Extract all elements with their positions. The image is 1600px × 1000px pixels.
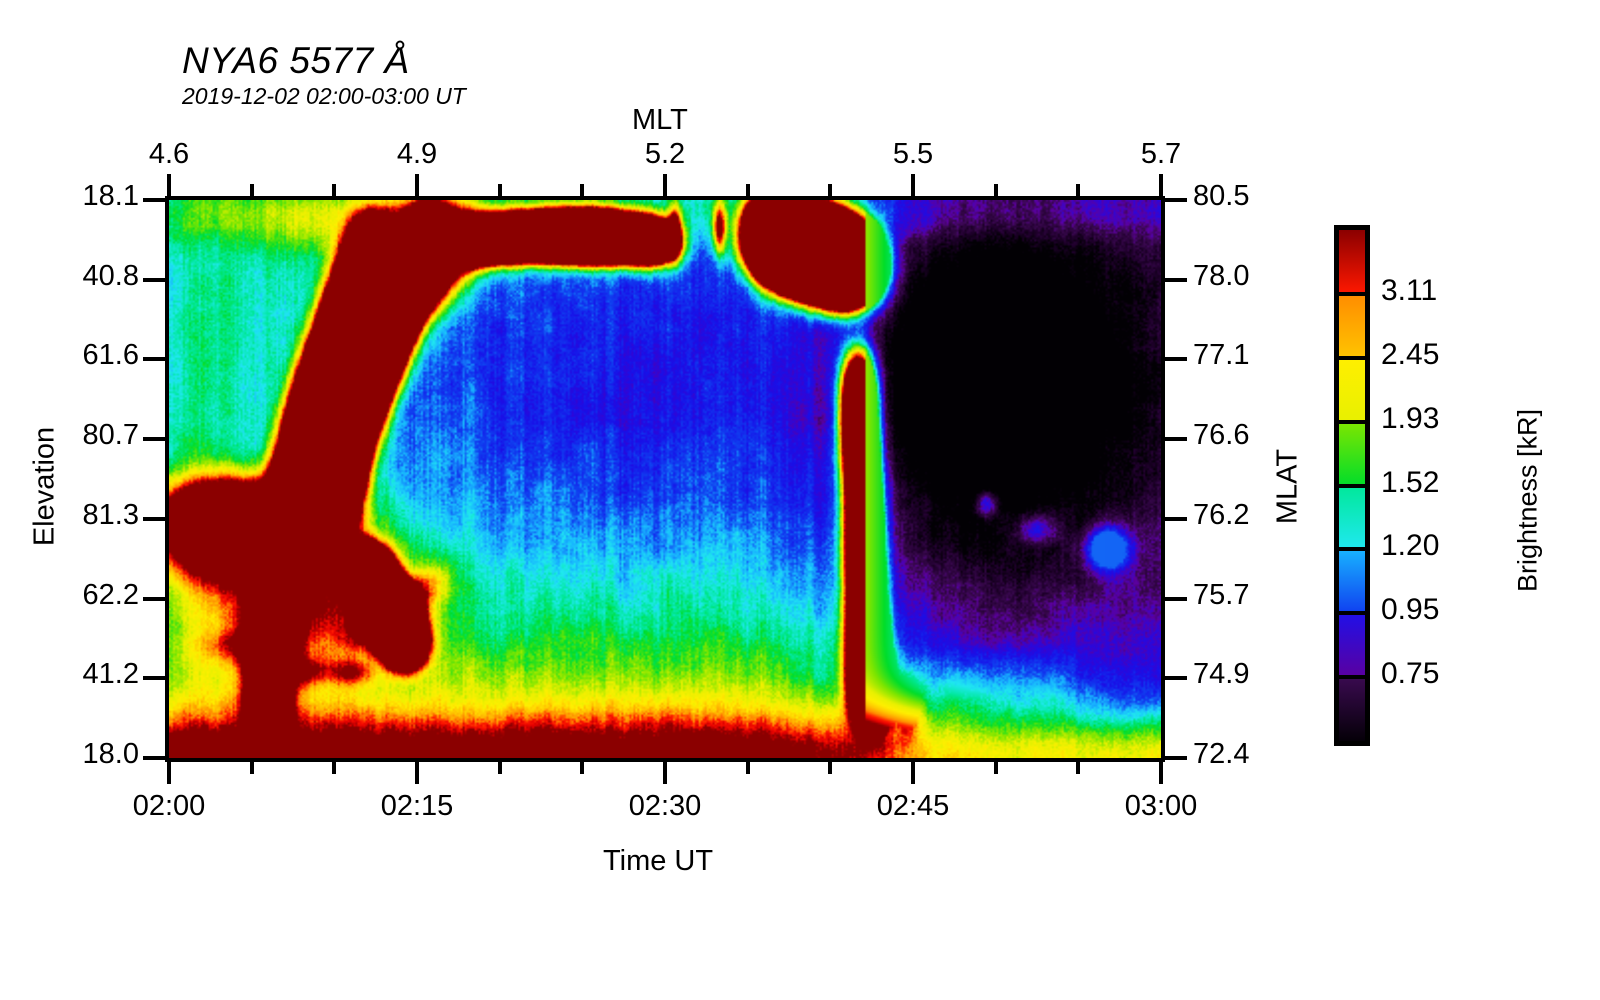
tick-bottom-1 (415, 762, 419, 784)
colorbar-ticklabel-4: 1.20 (1381, 529, 1440, 563)
colorbar-segment-5 (1339, 549, 1365, 614)
tick-right-6 (1165, 676, 1187, 681)
mlt-axis-title: MLT (632, 104, 688, 136)
tick-right-3 (1165, 437, 1187, 442)
colorbar-separator-2 (1339, 355, 1365, 360)
keogram-plot-area (165, 196, 1165, 762)
colorbar-segment-0 (1339, 230, 1365, 294)
tick-top-1 (415, 174, 419, 196)
tick-bottom-minor-2 (497, 762, 502, 774)
tick-right-5 (1165, 596, 1187, 601)
colorbar-ticklabel-2: 1.93 (1381, 401, 1440, 435)
tick-bottom-4 (1159, 762, 1163, 784)
tick-bottom-minor-0 (249, 762, 254, 774)
colorbar-ticklabel-6: 0.75 (1381, 657, 1440, 691)
colorbar-segment-4 (1339, 485, 1365, 550)
time-axis-title: Time UT (603, 845, 714, 877)
tick-bottom-minor-4 (745, 762, 750, 774)
tick-top-2 (663, 174, 667, 196)
ticklabel-time-0: 02:00 (132, 790, 206, 822)
ticklabel-elevation-7: 18.0 (82, 738, 139, 770)
tick-right-4 (1165, 516, 1187, 521)
tick-bottom-0 (167, 762, 171, 784)
colorbar-ticklabel-3: 1.52 (1381, 465, 1440, 499)
ticklabel-mlt-4: 5.7 (1140, 138, 1182, 170)
tick-left-6 (143, 676, 165, 681)
ticklabel-elevation-6: 41.2 (82, 658, 139, 691)
tick-top-4 (1159, 174, 1163, 196)
ticklabel-mlat-7: 72.4 (1193, 738, 1250, 770)
ticklabel-time-4: 03:00 (1124, 790, 1198, 822)
colorbar-ticklabel-5: 0.95 (1381, 593, 1440, 627)
ticklabel-elevation-0: 18.1 (82, 180, 139, 212)
tick-top-minor-0 (249, 184, 254, 196)
tick-bottom-3 (911, 762, 915, 784)
ticklabel-time-2: 02:30 (628, 790, 702, 822)
colorbar-ticklabel-0: 3.11 (1381, 273, 1438, 307)
ticklabel-mlat-3: 76.6 (1193, 419, 1250, 452)
tick-right-1 (1165, 277, 1187, 282)
ticklabel-elevation-1: 40.8 (82, 259, 139, 292)
colorbar-separator-4 (1339, 483, 1365, 488)
tick-right-7 (1165, 756, 1187, 760)
ticklabel-mlat-2: 77.1 (1193, 339, 1250, 372)
colorbar-segment-2 (1339, 357, 1365, 422)
tick-top-minor-7 (1076, 184, 1081, 196)
tick-bottom-minor-3 (580, 762, 585, 774)
title-block: NYA6 5577 Å 2019-12-02 02:00-03:00 UT (182, 42, 466, 108)
page-title: NYA6 5577 Å (182, 40, 410, 81)
tick-bottom-2 (663, 762, 667, 784)
colorbar-segment-7 (1339, 677, 1365, 741)
ticklabel-mlat-5: 75.7 (1193, 578, 1250, 611)
ticklabel-mlt-1: 4.9 (396, 138, 438, 170)
tick-left-3 (143, 437, 165, 442)
keogram-image (169, 200, 1161, 758)
tick-top-minor-4 (745, 184, 750, 196)
tick-bottom-minor-5 (828, 762, 833, 774)
colorbar-segment-3 (1339, 421, 1365, 486)
ticklabel-mlt-2: 5.2 (644, 138, 686, 170)
tick-top-minor-5 (828, 184, 833, 196)
ticklabel-mlat-0: 80.5 (1193, 180, 1250, 212)
colorbar-separator-5 (1339, 547, 1365, 552)
tick-right-2 (1165, 357, 1187, 362)
tick-right-0 (1165, 198, 1187, 202)
colorbar-segment-1 (1339, 293, 1365, 358)
ticklabel-mlat-6: 74.9 (1193, 658, 1250, 691)
colorbar-ticklabel-1: 2.45 (1381, 337, 1440, 371)
tick-left-2 (143, 357, 165, 362)
tick-top-minor-6 (993, 184, 998, 196)
colorbar-separator-7 (1339, 675, 1365, 680)
colorbar (1334, 225, 1370, 746)
tick-left-1 (143, 277, 165, 282)
tick-bottom-minor-1 (332, 762, 337, 774)
colorbar-axis-title: Brightness [kR] (1512, 408, 1543, 593)
ticklabel-elevation-5: 62.2 (82, 578, 139, 611)
tick-bottom-minor-7 (1076, 762, 1081, 774)
tick-top-minor-2 (497, 184, 502, 196)
ticklabel-elevation-3: 80.7 (82, 419, 139, 452)
ticklabel-mlat-4: 76.2 (1193, 498, 1250, 531)
ticklabel-mlat-1: 78.0 (1193, 259, 1250, 292)
tick-left-7 (143, 756, 165, 760)
tick-top-0 (167, 174, 171, 196)
ticklabel-time-3: 02:45 (876, 790, 950, 822)
tick-top-minor-3 (580, 184, 585, 196)
tick-bottom-minor-6 (993, 762, 998, 774)
page-subtitle: 2019-12-02 02:00-03:00 UT (182, 83, 466, 109)
ticklabel-elevation-2: 61.6 (82, 339, 139, 372)
ticklabel-time-1: 02:15 (380, 790, 454, 822)
colorbar-segment-6 (1339, 613, 1365, 678)
colorbar-separator-1 (1339, 291, 1365, 296)
ticklabel-mlt-3: 5.5 (892, 138, 934, 170)
tick-top-3 (911, 174, 915, 196)
tick-left-5 (143, 596, 165, 601)
tick-top-minor-1 (332, 184, 337, 196)
ticklabel-mlt-0: 4.6 (148, 138, 190, 170)
tick-left-0 (143, 198, 165, 202)
colorbar-separator-6 (1339, 611, 1365, 616)
tick-left-4 (143, 516, 165, 521)
colorbar-separator-3 (1339, 419, 1365, 424)
ticklabel-elevation-4: 81.3 (82, 498, 139, 531)
